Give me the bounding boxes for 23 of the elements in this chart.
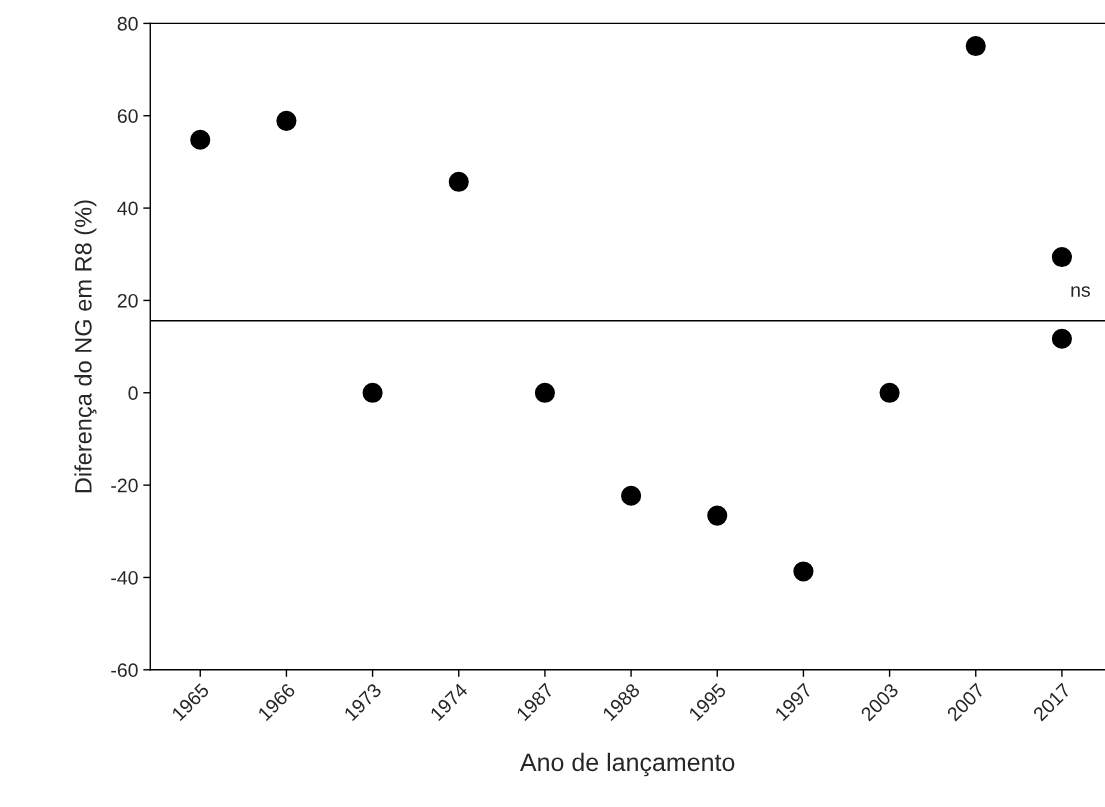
point <box>1051 246 1072 268</box>
y-axis-title: Diferença do NG em R8 (%) <box>74 200 97 493</box>
point <box>965 35 986 57</box>
y-tick-label: 80 <box>117 16 138 31</box>
point <box>534 382 555 403</box>
point <box>190 129 211 150</box>
point <box>707 505 728 526</box>
y-tick-label: -20 <box>111 478 138 493</box>
y-tick-label: 60 <box>117 109 138 123</box>
point <box>448 171 469 192</box>
annotation: ns <box>1071 286 1090 297</box>
point <box>276 110 297 131</box>
y-tick-label: 0 <box>128 386 138 401</box>
y-tick-label: 40 <box>117 201 138 216</box>
point <box>879 382 900 403</box>
x-axis-title: Ano de lançamento <box>519 752 735 777</box>
y-tick-label: 20 <box>117 293 138 308</box>
point <box>793 561 814 582</box>
point <box>621 485 642 506</box>
y-tick-label: -60 <box>111 663 138 678</box>
point <box>362 382 383 403</box>
y-tick-label: -40 <box>111 570 138 585</box>
point <box>1051 328 1072 349</box>
